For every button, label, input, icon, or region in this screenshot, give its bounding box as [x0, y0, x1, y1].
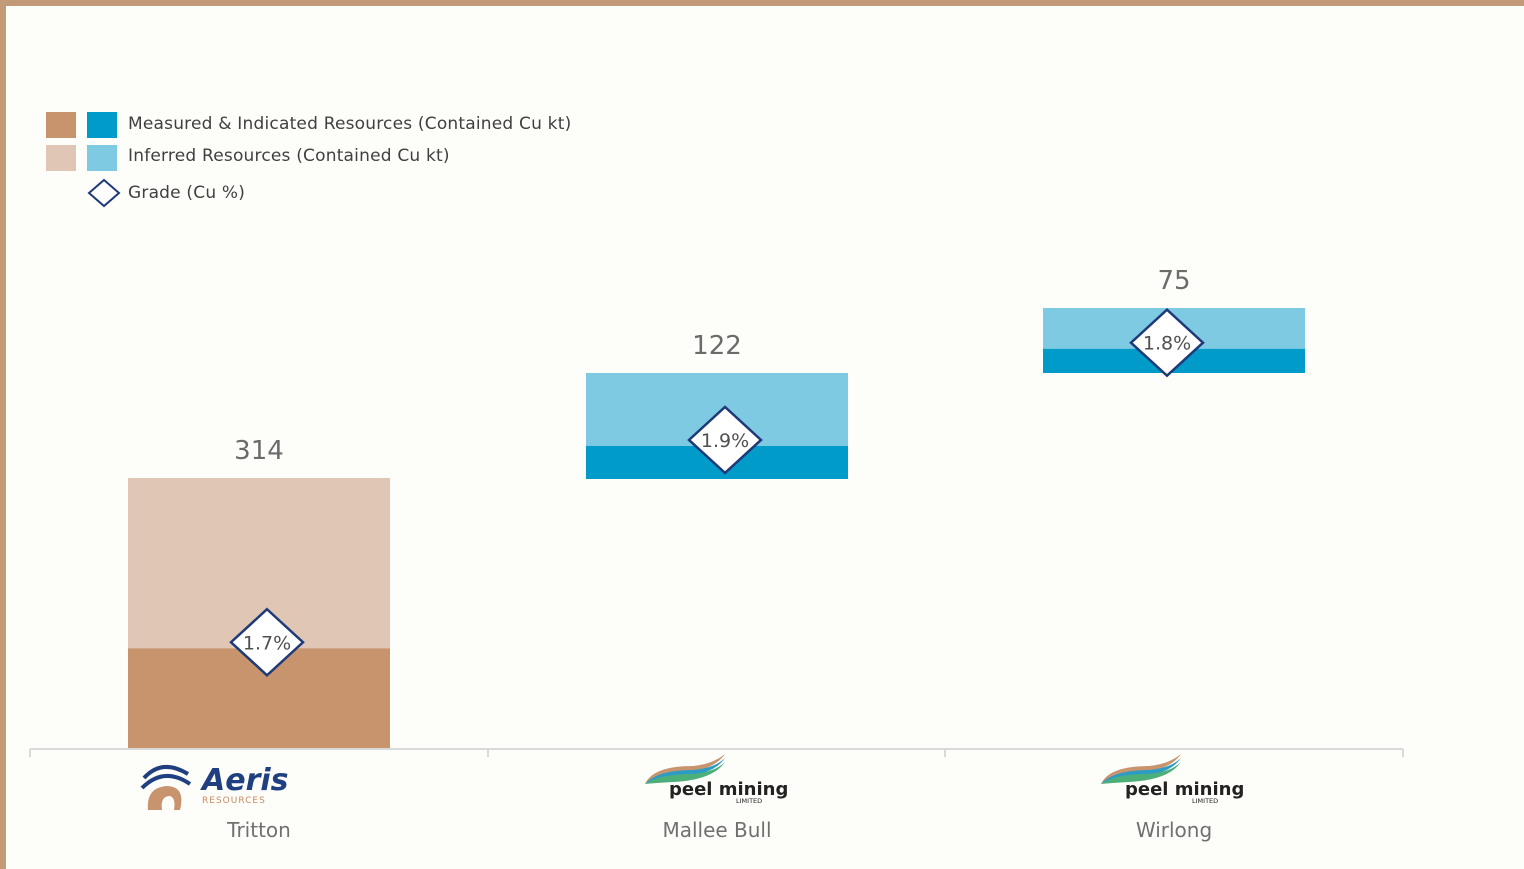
aeris-logo-name: Aeris: [200, 763, 289, 798]
data-labels: 314 1.7% Tritton 122 1.9% Mallee Bull 75 1.8% Wi…: [226, 266, 1212, 842]
category-label-wirlong: Wirlong: [1136, 818, 1212, 842]
peel-logo-name: peel mining: [669, 779, 788, 800]
total-label-mallee-bull: 122: [692, 331, 742, 361]
diamond-icon: [87, 178, 121, 208]
grade-label-tritton: 1.7%: [243, 632, 291, 654]
legend-swatch-tritton-inf: [46, 145, 76, 171]
legend-swatch-peel-inf: [87, 145, 117, 171]
aeris-logo-sub: RESOURCES: [202, 796, 266, 806]
grade-label-wirlong: 1.8%: [1143, 333, 1191, 355]
peel-logo-wirlong: peel mining LIMITED: [1101, 754, 1244, 805]
legend-label-grade: Grade (Cu %): [128, 183, 246, 203]
aeris-logo: Aeris RESOURCES: [140, 763, 289, 810]
legend-label-measured-indicated: Measured & Indicated Resources (Containe…: [128, 114, 572, 134]
peel-logo-name: peel mining: [1125, 779, 1244, 800]
total-label-wirlong: 75: [1157, 266, 1190, 296]
total-label-tritton: 314: [234, 436, 284, 466]
legend-swatch-peel-mi: [87, 112, 117, 138]
legend-swatch-tritton-mi: [46, 112, 76, 138]
grade-label-mallee-bull: 1.9%: [701, 430, 749, 452]
legend-label-inferred: Inferred Resources (Contained Cu kt): [128, 146, 450, 166]
bars: [128, 308, 1305, 748]
grade-diamond-tritton: [229, 607, 305, 677]
peel-logo-sub: LIMITED: [736, 797, 762, 805]
peel-logo-mallee-bull: peel mining LIMITED: [645, 754, 788, 805]
peel-logo-sub: LIMITED: [1192, 797, 1218, 805]
category-label-mallee-bull: Mallee Bull: [662, 818, 771, 842]
grade-diamond-wirlong: [1129, 308, 1205, 378]
category-label-tritton: Tritton: [226, 818, 291, 842]
grade-diamond-mallee-bull: [687, 405, 763, 475]
